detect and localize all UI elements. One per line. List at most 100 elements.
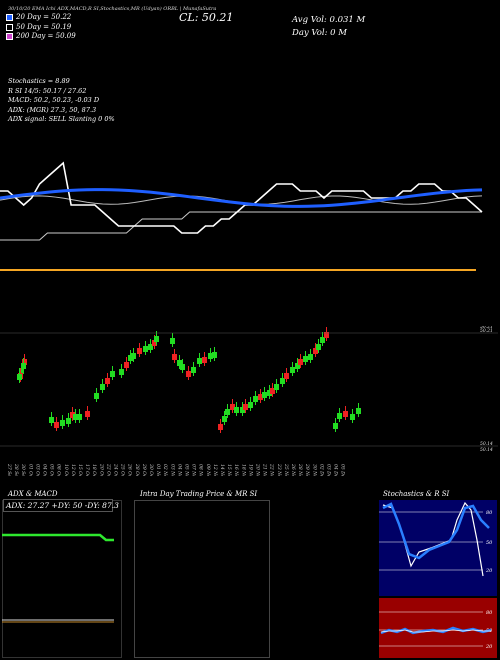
- adx-value: ADX: (MGR) 27.3, 50, 87.3: [8, 105, 97, 114]
- candle-body: [197, 358, 202, 364]
- candle-body: [73, 414, 78, 420]
- series-line-ema20: [0, 188, 483, 208]
- stoch-bg: [379, 500, 497, 596]
- x-tick-label: 25 Oct: [120, 463, 126, 476]
- x-tick-label: 04 Oct: [42, 464, 48, 476]
- x-tick-label: 28 Oct: [134, 463, 140, 476]
- candle-body: [280, 378, 285, 384]
- candle-body: [128, 355, 133, 361]
- candle-body: [308, 354, 313, 360]
- y-tick-label: 50.21: [480, 328, 493, 334]
- x-tick-label: 23 Nov: [276, 463, 282, 476]
- candle-body: [350, 414, 355, 420]
- x-tick-label: 25 Nov: [283, 463, 289, 476]
- candle-body: [131, 353, 136, 359]
- x-tick-label: 16 Nov: [233, 464, 239, 476]
- candle-body: [170, 338, 175, 344]
- candle-body: [148, 344, 153, 350]
- legend-swatch-ema50: [6, 23, 13, 31]
- candle-body: [110, 371, 115, 377]
- legend-label-ema200: 200 Day = 50.09: [16, 32, 76, 40]
- candle-body: [100, 384, 105, 390]
- intraday-mr-panel: [134, 500, 270, 658]
- x-tick-label: 09 Nov: [205, 464, 211, 476]
- adx-macd-plot: [2, 504, 114, 623]
- x-tick-label: 04 Dec: [333, 464, 339, 476]
- candle-body: [258, 394, 263, 400]
- candle-body: [356, 408, 361, 414]
- candle-body: [177, 360, 182, 366]
- candle-body: [234, 407, 239, 413]
- x-tick-label: 03 Nov: [169, 464, 175, 476]
- candle-body: [17, 374, 22, 380]
- adx-signal: ADX signal: SELL Slanting 0 0%: [8, 115, 115, 123]
- candle-body: [313, 348, 318, 354]
- x-tick-label: 07 Nov: [191, 464, 197, 476]
- candle-body: [253, 396, 258, 402]
- candle-body: [290, 367, 295, 373]
- candle-body: [298, 359, 303, 365]
- candle-body: [225, 409, 230, 415]
- x-tick-label: 10 Oct: [63, 464, 69, 476]
- x-tick-label: 28 Sep: [13, 463, 19, 476]
- candle-body: [22, 359, 27, 365]
- adx-line: [2, 533, 114, 542]
- x-tick-label: 08 Nov: [198, 464, 204, 476]
- candle-body: [124, 362, 129, 368]
- candle-body: [248, 402, 253, 408]
- candle-body: [60, 420, 65, 426]
- x-tick-label: 15 Nov: [226, 464, 232, 476]
- rsi-value: R SI 14/5: 50.17 / 27.62: [8, 86, 87, 95]
- candle-body: [212, 352, 217, 358]
- candle-body: [262, 392, 267, 398]
- y-tick-label: 50.14: [480, 441, 493, 447]
- legend-ema20: 20 Day = 50.22: [6, 13, 76, 23]
- x-tick-label: 08 Oct: [56, 464, 62, 476]
- y-tick-label: 50.14: [480, 447, 493, 453]
- candle-body: [243, 404, 248, 410]
- candle-body: [324, 332, 329, 338]
- rsi-tick-label: 20: [485, 644, 493, 650]
- candle-body: [19, 368, 24, 374]
- ema-ichimoku-chart: [0, 161, 483, 271]
- day-volume: Day Vol: 0 M: [292, 28, 347, 38]
- legend-swatch-ema20: [6, 14, 13, 22]
- x-tick-label: 28 Nov: [297, 463, 303, 476]
- x-tick-label: 05 Nov: [184, 464, 190, 476]
- x-tick-label: 04 Nov: [176, 464, 182, 476]
- candle-body: [337, 413, 342, 419]
- header-top-line: 30/10/20 EMA Ichi ADX,MACD,R SI,Stochast…: [8, 6, 217, 12]
- stoch-tick-label: 50: [486, 540, 493, 546]
- candle-body: [137, 348, 142, 354]
- volume-info: Avg Vol: 0.031 M Day Vol: 0 M: [292, 14, 365, 40]
- candle-body: [49, 417, 54, 423]
- x-tick-label: 21 Nov: [262, 463, 268, 476]
- x-tick-label: 22 Nov: [269, 463, 275, 476]
- candle-body: [180, 364, 185, 370]
- x-tick-label: 26 Nov: [290, 463, 296, 476]
- candle-body: [105, 378, 110, 384]
- x-tick-label: 18 Nov: [240, 464, 246, 476]
- candle-body: [202, 357, 207, 363]
- x-tick-label: 05 Oct: [49, 464, 55, 476]
- rsi-bg: [379, 598, 497, 658]
- legend-swatch-ema200: [6, 33, 13, 41]
- candle-body: [66, 418, 71, 424]
- candle-body: [154, 336, 159, 342]
- x-tick-label: 29 Nov: [304, 463, 310, 476]
- x-tick-label: 18 Oct: [91, 464, 97, 476]
- candle-body: [230, 404, 235, 410]
- x-tick-label: 05 Dec: [340, 464, 346, 476]
- rsi-line: [380, 626, 492, 635]
- candle-body: [152, 340, 157, 346]
- x-tick-label: 20 Nov: [255, 463, 261, 476]
- x-tick-label: 12 Oct: [70, 464, 76, 476]
- candle-body: [119, 369, 124, 375]
- x-tick-label: 01 Oct: [27, 464, 33, 476]
- x-tick-label: 15 Oct: [77, 464, 83, 476]
- x-tick-label: 19 Nov: [247, 464, 253, 476]
- adx-badge: ADX: 27.27 +DY: 50 -DY: 87.3: [3, 499, 119, 512]
- x-tick-label: 24 Oct: [113, 463, 119, 476]
- candle-body: [240, 407, 245, 413]
